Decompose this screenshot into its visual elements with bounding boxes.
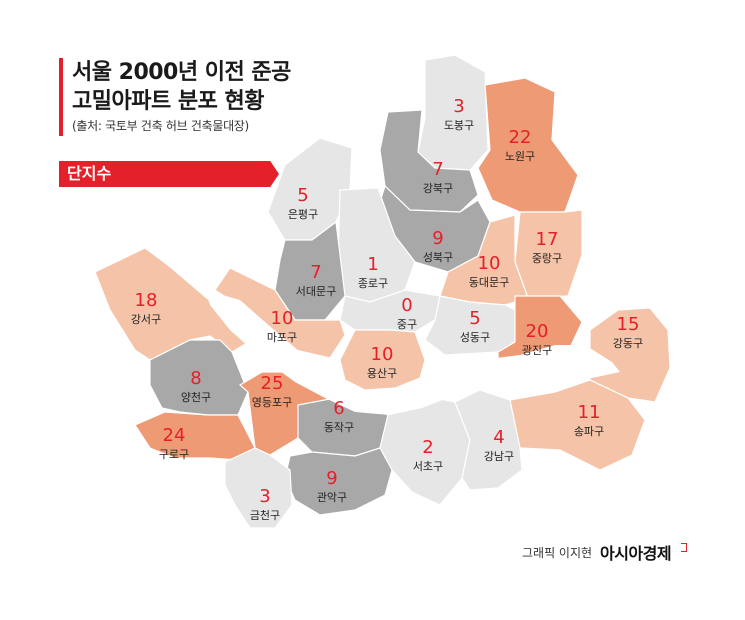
district-name-gangseo: 강서구 (131, 313, 161, 326)
district-shape-yongsan (339, 329, 426, 391)
title-line-2: 고밀아파트 분포 현황 (72, 89, 264, 114)
district-count-yeongdeungpo: 25 (261, 373, 284, 394)
district-name-geumcheon: 금천구 (250, 508, 280, 522)
district-name-gwangjin: 광진구 (522, 344, 552, 357)
district-count-yangcheon: 8 (190, 368, 201, 389)
district-count-dobong: 3 (453, 96, 464, 117)
brand-mark-icon (681, 543, 687, 552)
district-name-dongdaemun: 동대문구 (469, 276, 509, 289)
district-shape-gangbuk (379, 109, 479, 213)
district-count-nowon: 22 (509, 127, 532, 148)
district-name-gangdong: 강동구 (613, 337, 643, 350)
district-count-gangdong: 15 (617, 314, 640, 335)
district-count-gangnam: 4 (493, 427, 504, 448)
district-shapes (94, 54, 671, 529)
district-count-dongdaemun: 10 (478, 253, 501, 274)
district-count-seodaemun: 7 (310, 262, 321, 283)
district-count-seongdong: 5 (469, 308, 480, 329)
district-name-seodaemun: 서대문구 (296, 285, 336, 298)
district-labels: 3도봉구22노원구7강북구5은평구9성북구17중랑구1종로구7서대문구10동대문… (131, 96, 643, 522)
district-name-seongdong: 성동구 (460, 331, 490, 344)
district-name-gangnam: 강남구 (484, 450, 514, 463)
district-name-seocho: 서초구 (413, 460, 443, 473)
district-shape-geumcheon (224, 447, 293, 529)
source-note: (출처: 국토부 건축 허브 건축물대장) (72, 119, 249, 133)
district-count-junggu: 0 (401, 295, 412, 316)
graphic-credit: 그래픽 이지현 (522, 546, 593, 560)
district-count-gangbuk: 7 (432, 159, 443, 180)
district-name-gwanak: 관악구 (317, 491, 347, 504)
district-name-nowon: 노원구 (505, 150, 535, 163)
district-name-jungnang: 중랑구 (532, 252, 562, 265)
district-count-yongsan: 10 (371, 344, 394, 365)
district-name-yongsan: 용산구 (367, 367, 397, 380)
district-count-seongbuk: 9 (432, 228, 443, 249)
district-count-gwanak: 9 (326, 468, 337, 489)
district-count-gwangjin: 20 (526, 321, 549, 342)
district-shape-gwanak (284, 447, 393, 516)
district-count-mapo: 10 (271, 308, 294, 329)
district-count-geumcheon: 3 (259, 486, 270, 507)
district-name-seongbuk: 성북구 (423, 251, 453, 264)
district-count-seocho: 2 (422, 437, 433, 458)
district-name-dobong: 도봉구 (444, 119, 474, 132)
district-count-jongno: 1 (367, 254, 378, 275)
district-name-jongno: 종로구 (358, 277, 388, 290)
district-name-dongjak: 동작구 (324, 421, 354, 434)
district-name-yeongdeungpo: 영등포구 (252, 396, 292, 409)
district-count-songpa: 11 (578, 402, 601, 423)
district-name-mapo: 마포구 (267, 331, 297, 344)
district-shape-junggu (339, 289, 441, 333)
han-river (205, 290, 620, 415)
district-name-yangcheon: 양천구 (181, 390, 211, 404)
brand-logo-text: 아시아경제 (600, 544, 672, 563)
district-name-gangbuk: 강북구 (423, 182, 453, 195)
district-name-songpa: 송파구 (574, 425, 604, 438)
district-count-eunpyeong: 5 (297, 185, 308, 206)
district-name-junggu: 중구 (397, 318, 417, 331)
page-title: 서울 2000년 이전 준공 고밀아파트 분포 현황 (72, 58, 291, 116)
district-shape-gangnam (454, 389, 523, 491)
district-shape-guro (134, 411, 256, 461)
district-count-jungnang: 17 (536, 229, 559, 250)
title-accent-bar (59, 58, 63, 136)
district-count-guro: 24 (163, 425, 186, 446)
legend-label: 단지수 (59, 161, 279, 187)
district-count-gangseo: 18 (135, 290, 158, 311)
district-name-eunpyeong: 은평구 (288, 208, 318, 221)
title-line-1: 서울 2000년 이전 준공 (72, 60, 291, 85)
district-name-guro: 구로구 (159, 448, 189, 461)
district-count-dongjak: 6 (333, 398, 344, 419)
